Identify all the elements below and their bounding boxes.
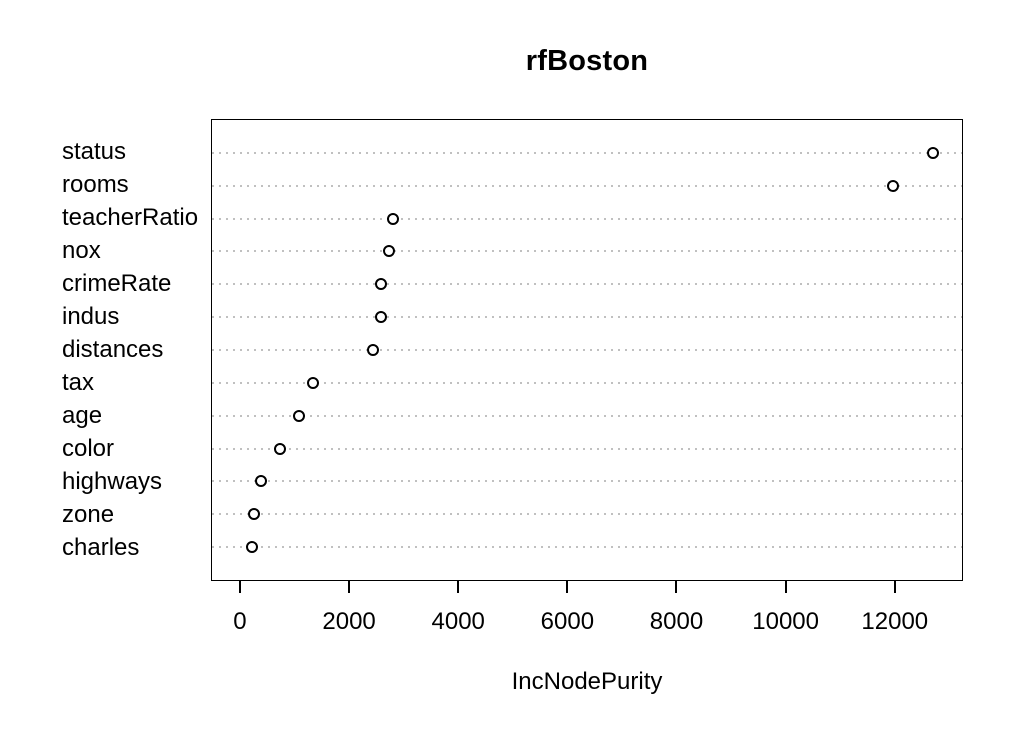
data-point-teacherRatio (387, 212, 400, 225)
x-tick-label: 6000 (540, 608, 595, 635)
data-point-charles (246, 541, 259, 554)
gridline (212, 250, 962, 253)
y-tick-label-charles: charles (62, 533, 140, 561)
data-point-crimeRate (375, 278, 388, 291)
gridline (212, 513, 962, 516)
data-point-highways (254, 475, 267, 488)
data-point-zone (247, 508, 260, 521)
y-tick-label-status: status (62, 138, 127, 165)
x-tick-mark (784, 581, 787, 593)
y-tick-label-indus: indus (62, 302, 120, 330)
y-tick-label-rooms: rooms (62, 171, 129, 198)
x-tick-mark (348, 581, 351, 593)
x-tick-mark (675, 581, 678, 593)
y-tick-label-color: color (62, 435, 115, 462)
data-point-distances (366, 344, 379, 356)
gridline (212, 283, 962, 286)
x-tick-mark (457, 581, 460, 593)
gridline (212, 349, 962, 351)
x-axis: 0 2000 4000 6000 8000 10000 12000 (211, 581, 963, 645)
gridline (212, 447, 962, 450)
x-tick-label: 4000 (431, 608, 485, 635)
gridline (212, 217, 962, 220)
data-point-age (292, 409, 305, 422)
x-axis-title: IncNodePurity (511, 668, 663, 695)
x-tick-label: 10000 (752, 608, 820, 635)
gridline (212, 184, 962, 187)
chart-title: rfBoston (525, 45, 649, 77)
x-tick-mark (566, 581, 569, 593)
x-tick-mark (238, 581, 241, 593)
y-tick-label-highways: highways (62, 467, 163, 495)
plot-area (211, 119, 963, 581)
x-tick-label: 8000 (649, 608, 704, 635)
data-point-tax (306, 376, 319, 389)
x-tick-mark (893, 581, 896, 593)
gridline (212, 316, 962, 319)
gridline (212, 151, 962, 154)
gridline (212, 546, 962, 549)
data-point-indus (374, 311, 387, 324)
y-tick-label-crimeRate: crimeRate (62, 269, 172, 297)
data-point-color (273, 442, 286, 455)
data-point-rooms (886, 179, 899, 192)
x-tick-label: 0 (233, 608, 247, 635)
gridline (212, 381, 962, 384)
y-tick-label-age: age (62, 402, 103, 429)
gridline (212, 480, 962, 483)
y-tick-label-distances: distances (62, 336, 164, 363)
x-tick-label: 12000 (861, 608, 929, 635)
y-tick-label-zone: zone (62, 500, 115, 528)
y-tick-label-tax: tax (62, 369, 95, 396)
y-tick-label-teacherRatio: teacherRatio (62, 204, 199, 231)
data-point-status (926, 146, 939, 159)
y-tick-label-nox: nox (62, 236, 101, 264)
x-tick-label: 2000 (322, 608, 376, 635)
data-point-nox (383, 245, 396, 258)
y-axis-labels: status rooms teacherRatio nox crimeRate indus… (62, 119, 208, 581)
gridline (212, 414, 962, 417)
